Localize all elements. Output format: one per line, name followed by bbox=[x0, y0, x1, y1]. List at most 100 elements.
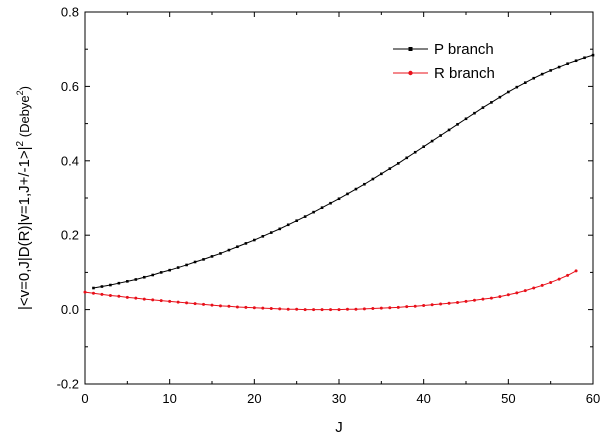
data-point bbox=[388, 306, 392, 310]
data-point bbox=[498, 95, 502, 99]
data-point bbox=[202, 258, 205, 261]
data-point bbox=[473, 111, 476, 115]
data-point bbox=[583, 56, 586, 60]
data-point bbox=[219, 252, 222, 255]
data-point bbox=[227, 304, 231, 308]
data-point bbox=[439, 134, 442, 137]
data-point bbox=[159, 271, 163, 274]
x-tick-label: 10 bbox=[162, 391, 176, 406]
data-point bbox=[337, 197, 341, 201]
data-point bbox=[456, 123, 459, 126]
series-line bbox=[93, 54, 594, 289]
x-tick-label: 50 bbox=[501, 391, 515, 406]
legend-marker bbox=[408, 47, 413, 51]
data-point bbox=[142, 275, 146, 279]
series-r-branch bbox=[83, 269, 578, 312]
x-tick-label: 0 bbox=[81, 391, 88, 406]
series-line bbox=[84, 270, 577, 311]
data-point bbox=[261, 306, 265, 310]
data-point bbox=[83, 290, 87, 294]
series-layer bbox=[83, 53, 595, 312]
y-axis-title-main: |<v=0,J|D(R)|v=1,J+/-1>| bbox=[16, 146, 33, 310]
data-point bbox=[447, 301, 451, 305]
data-point bbox=[345, 307, 349, 311]
data-point bbox=[489, 296, 493, 300]
data-point bbox=[557, 65, 561, 69]
data-point bbox=[506, 293, 510, 297]
y-axis-title-sup2: 2 bbox=[15, 90, 25, 95]
data-point bbox=[380, 172, 383, 176]
data-point bbox=[252, 306, 256, 310]
data-point bbox=[278, 307, 282, 311]
x-tick-label: 20 bbox=[247, 391, 261, 406]
data-point bbox=[125, 295, 129, 299]
data-point bbox=[108, 293, 112, 297]
data-point bbox=[481, 297, 485, 301]
data-point bbox=[253, 238, 256, 242]
y-tick-label: 0.2 bbox=[61, 228, 79, 243]
data-point bbox=[507, 90, 510, 94]
data-point bbox=[117, 294, 121, 298]
data-point bbox=[430, 139, 434, 143]
data-point bbox=[286, 223, 290, 227]
data-point bbox=[464, 299, 468, 303]
data-point bbox=[490, 101, 493, 104]
x-tick-label: 40 bbox=[416, 391, 430, 406]
data-point bbox=[498, 295, 502, 299]
data-point bbox=[202, 302, 206, 306]
data-point bbox=[549, 280, 553, 284]
data-point bbox=[574, 269, 578, 273]
data-point bbox=[329, 308, 333, 312]
data-point bbox=[396, 305, 400, 309]
data-point bbox=[379, 306, 383, 310]
data-point bbox=[91, 291, 95, 295]
data-point bbox=[532, 76, 536, 80]
data-point bbox=[303, 308, 307, 312]
legend: P branch R branch bbox=[393, 41, 495, 82]
legend-entry: P branch bbox=[393, 41, 494, 58]
data-point bbox=[363, 182, 366, 186]
data-point bbox=[481, 106, 485, 109]
data-point bbox=[447, 128, 451, 132]
y-tick-label: -0.2 bbox=[57, 377, 79, 392]
y-tick-label: 0.4 bbox=[61, 153, 79, 168]
data-point bbox=[566, 62, 569, 66]
data-point bbox=[320, 308, 324, 312]
x-tick-label: 60 bbox=[586, 391, 600, 406]
data-point bbox=[312, 308, 316, 312]
data-point bbox=[523, 289, 527, 293]
x-axis-title: J bbox=[335, 419, 343, 436]
data-point bbox=[244, 305, 248, 309]
data-point bbox=[278, 227, 282, 231]
data-point bbox=[151, 273, 155, 277]
data-point bbox=[354, 307, 358, 311]
legend-entry: R branch bbox=[393, 65, 495, 82]
data-point bbox=[439, 302, 443, 306]
data-point bbox=[92, 286, 95, 290]
data-point bbox=[456, 301, 460, 305]
data-point bbox=[523, 81, 527, 84]
data-point bbox=[244, 242, 248, 245]
data-point bbox=[286, 307, 290, 311]
y-tick-label: 0.8 bbox=[61, 5, 79, 20]
y-axis-title-close: ) bbox=[17, 86, 32, 90]
data-point bbox=[134, 278, 138, 281]
data-point bbox=[464, 117, 468, 121]
data-point bbox=[269, 231, 273, 234]
data-point bbox=[303, 215, 307, 218]
data-point bbox=[218, 304, 222, 308]
data-point bbox=[312, 210, 315, 214]
data-point bbox=[337, 308, 341, 312]
data-point bbox=[405, 156, 409, 160]
data-point bbox=[320, 206, 324, 209]
y-tick-label: 0.6 bbox=[61, 79, 79, 94]
data-point bbox=[371, 306, 375, 310]
data-point bbox=[193, 260, 197, 264]
data-point bbox=[100, 285, 104, 288]
data-point bbox=[346, 192, 349, 196]
data-point bbox=[354, 187, 358, 191]
y-axis-title: |<v=0,J|D(R)|v=1,J+/-1>|2 (Debye2) bbox=[15, 86, 33, 310]
data-point bbox=[422, 304, 426, 308]
data-point bbox=[185, 263, 188, 267]
